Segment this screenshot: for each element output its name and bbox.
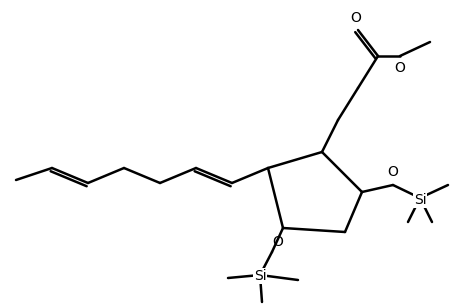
Text: O: O	[387, 165, 398, 179]
Text: Si: Si	[254, 269, 266, 283]
Text: O: O	[273, 235, 284, 249]
Text: O: O	[395, 61, 405, 75]
Text: O: O	[351, 11, 361, 25]
Text: Si: Si	[414, 193, 426, 207]
